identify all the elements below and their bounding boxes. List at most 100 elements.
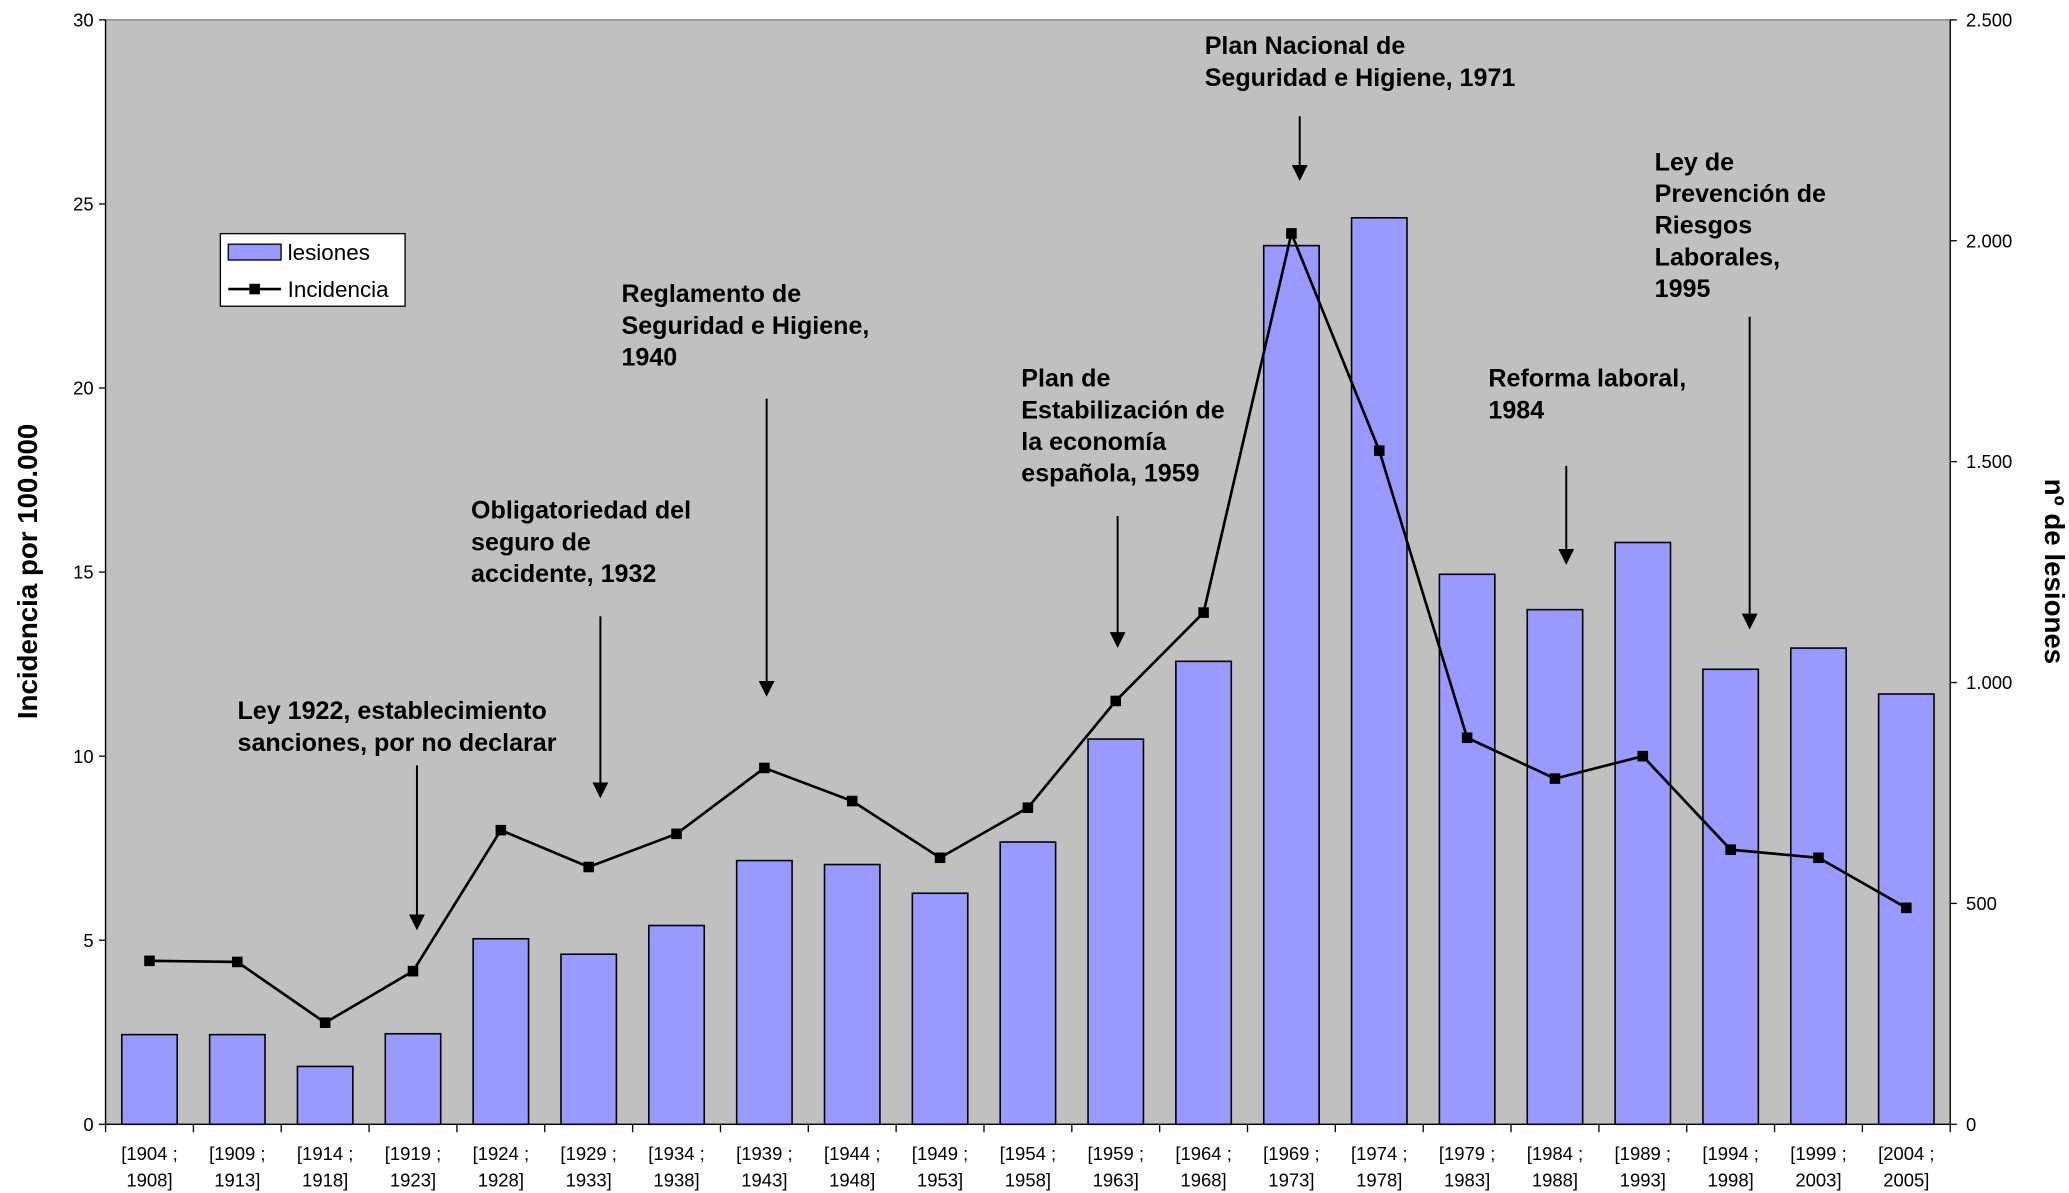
x-tick-label: 1968] bbox=[1180, 1169, 1226, 1190]
legend-label: Incidencia bbox=[288, 277, 389, 302]
line-marker bbox=[1725, 844, 1736, 855]
x-tick-label: [1909 ; bbox=[209, 1143, 265, 1164]
line-marker bbox=[583, 861, 594, 873]
y2-axis-title: nº de lesiones bbox=[2039, 479, 2069, 665]
annotation: Prevención de bbox=[1655, 180, 1826, 208]
x-tick-label: [1954 ; bbox=[1000, 1143, 1056, 1164]
x-tick-label: 2003] bbox=[1795, 1169, 1841, 1190]
x-tick-label: [1999 ; bbox=[1790, 1143, 1846, 1164]
x-tick-label: 1958] bbox=[1005, 1169, 1051, 1190]
annotation-arrowhead bbox=[592, 782, 609, 799]
x-tick-label: 1943] bbox=[741, 1169, 787, 1190]
annotation: Reglamento de bbox=[621, 280, 801, 308]
annotation: Seguridad e Higiene, bbox=[621, 312, 869, 340]
x-tick-label: [1924 ; bbox=[473, 1143, 529, 1164]
annotation-arrowhead bbox=[1109, 632, 1126, 648]
y2-tick-label: 2.500 bbox=[1966, 9, 2012, 30]
x-tick-label: 1933] bbox=[566, 1169, 612, 1190]
y2-tick-label: 1.000 bbox=[1966, 672, 2012, 693]
x-tick-label: [1929 ; bbox=[560, 1143, 616, 1164]
bar bbox=[296, 1065, 354, 1126]
x-tick-label: 1998] bbox=[1708, 1169, 1754, 1190]
annotation-arrowhead bbox=[1291, 165, 1308, 181]
x-tick-label: [1914 ; bbox=[297, 1143, 353, 1164]
x-tick-label: 2005] bbox=[1883, 1169, 1929, 1190]
line-marker bbox=[495, 824, 507, 836]
x-tick-label: [2004 ; bbox=[1878, 1143, 1934, 1164]
annotation-arrowhead bbox=[1558, 548, 1575, 565]
x-tick-label: [1979 ; bbox=[1439, 1143, 1495, 1164]
bar bbox=[384, 1032, 442, 1126]
legend-swatch bbox=[249, 283, 260, 295]
annotation-arrowhead bbox=[1741, 613, 1758, 630]
y-tick-label: 10 bbox=[73, 746, 94, 767]
x-tick-label: 1983] bbox=[1444, 1169, 1490, 1190]
line-marker bbox=[934, 852, 946, 864]
legend-label: lesiones bbox=[288, 240, 370, 265]
line-marker bbox=[1461, 732, 1473, 744]
line-marker bbox=[1373, 445, 1385, 456]
x-tick-label: 1973] bbox=[1268, 1169, 1314, 1190]
line-marker bbox=[144, 955, 155, 967]
annotation: Seguridad e Higiene, 1971 bbox=[1205, 64, 1516, 92]
x-tick-label: 1913] bbox=[214, 1169, 260, 1190]
annotation: Estabilización de bbox=[1021, 396, 1224, 424]
x-tick-label: [1934 ; bbox=[648, 1143, 704, 1164]
annotation: Plan de bbox=[1021, 365, 1110, 393]
bar bbox=[1175, 660, 1233, 1126]
annotation: Laborales, bbox=[1655, 243, 1780, 271]
x-tick-label: [1949 ; bbox=[912, 1143, 968, 1164]
x-tick-label: [1969 ; bbox=[1263, 1143, 1319, 1164]
x-tick-label: 1988] bbox=[1532, 1169, 1578, 1190]
x-tick-label: [1944 ; bbox=[824, 1143, 880, 1164]
x-tick-label: [1964 ; bbox=[1175, 1143, 1231, 1164]
x-tick-label: [1904 ; bbox=[121, 1143, 177, 1164]
annotation: Obligatoriedad del bbox=[471, 497, 691, 525]
annotation: accidente, 1932 bbox=[471, 560, 656, 588]
line-marker bbox=[319, 1017, 331, 1028]
y-tick-label: 5 bbox=[83, 930, 93, 951]
annotation: Riesgos bbox=[1655, 212, 1752, 240]
line-marker bbox=[846, 795, 858, 807]
bar bbox=[1262, 244, 1320, 1126]
bar bbox=[560, 953, 618, 1126]
annotation-arrowhead bbox=[409, 914, 425, 931]
y-tick-label: 30 bbox=[73, 9, 94, 30]
x-tick-label: 1993] bbox=[1620, 1169, 1666, 1190]
annotation: seguro de bbox=[471, 528, 591, 556]
annotation: Ley 1922, establecimiento bbox=[238, 697, 547, 725]
x-tick-label: [1989 ; bbox=[1615, 1143, 1671, 1164]
x-tick-label: 1978] bbox=[1356, 1169, 1402, 1190]
legend-swatch bbox=[227, 243, 282, 261]
bar bbox=[120, 1033, 178, 1126]
line-marker bbox=[1901, 902, 1912, 914]
line-marker bbox=[1286, 228, 1297, 239]
bar bbox=[1438, 573, 1496, 1126]
x-tick-label: 1908] bbox=[126, 1169, 172, 1190]
bar bbox=[911, 892, 969, 1126]
bar bbox=[1087, 738, 1145, 1126]
y-axis-title: Incidencia por 100.000 bbox=[12, 424, 43, 719]
line-marker bbox=[1637, 750, 1649, 762]
y-tick-label: 0 bbox=[83, 1114, 93, 1135]
line-marker bbox=[671, 828, 682, 840]
y2-tick-label: 500 bbox=[1966, 893, 1997, 914]
annotation: Reforma laboral, bbox=[1488, 365, 1686, 393]
bar bbox=[208, 1033, 266, 1126]
x-tick-label: [1959 ; bbox=[1088, 1143, 1144, 1164]
x-tick-label: 1923] bbox=[390, 1169, 436, 1190]
bar bbox=[823, 863, 881, 1126]
annotation-arrowhead bbox=[758, 680, 775, 697]
bar bbox=[735, 859, 793, 1126]
line-marker bbox=[407, 965, 419, 977]
annotation: sanciones, por no declarar bbox=[238, 729, 557, 757]
y2-tick-label: 1.500 bbox=[1966, 451, 2012, 472]
annotation: la economía bbox=[1021, 428, 1167, 456]
x-tick-label: [1994 ; bbox=[1702, 1143, 1758, 1164]
bar bbox=[472, 937, 530, 1126]
y2-tick-label: 2.000 bbox=[1966, 230, 2012, 251]
x-tick-label: 1953] bbox=[917, 1169, 963, 1190]
annotation: 1940 bbox=[621, 344, 677, 372]
annotation: 1984 bbox=[1488, 396, 1544, 424]
bar bbox=[999, 841, 1057, 1126]
